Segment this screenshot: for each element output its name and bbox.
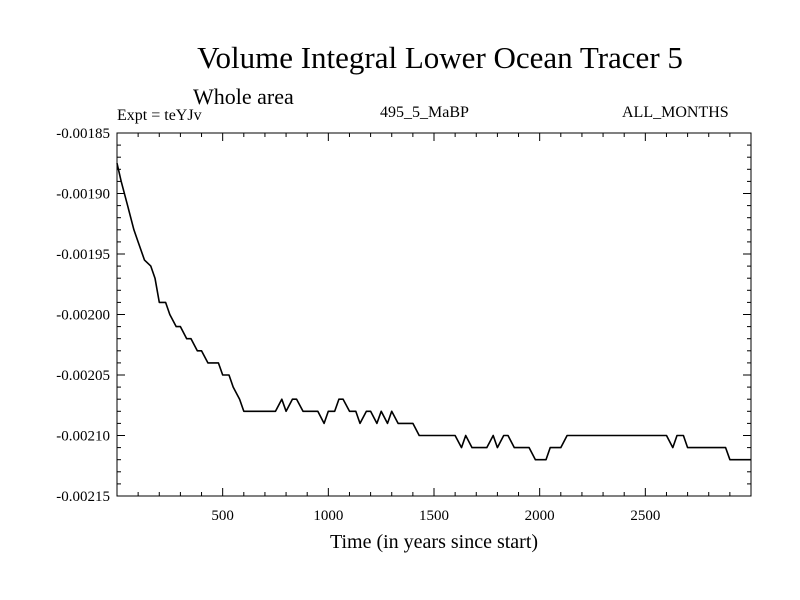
x-tick-label: 2000 <box>525 508 555 524</box>
series-line <box>116 163 751 461</box>
x-tick-label: 2500 <box>630 508 660 524</box>
y-tick-label: -0.00185 <box>56 126 110 142</box>
x-axis-label: Time (in years since start) <box>330 531 538 553</box>
period-label: 495_5_MaBP <box>380 104 469 121</box>
axis-ticks: 500 1000 1500 2000 2500 -0.00185 -0.00190 -0.00… <box>56 126 751 524</box>
y-tick-label: -0.00210 <box>56 429 110 445</box>
y-tick-label: -0.00190 <box>56 187 110 203</box>
y-tick-label: -0.00205 <box>56 368 110 384</box>
chart-subtitle: Whole area <box>193 84 294 109</box>
x-tick-label: 500 <box>211 508 234 524</box>
months-label: ALL_MONTHS <box>622 104 729 121</box>
experiment-label: Expt = teYJv <box>117 107 202 124</box>
chart-title: Volume Integral Lower Ocean Tracer 5 <box>197 40 683 75</box>
plot-frame <box>116 132 752 497</box>
y-tick-label: -0.00215 <box>56 489 110 505</box>
y-tick-label: -0.00195 <box>56 247 110 263</box>
data-series <box>116 163 751 461</box>
y-tick-label: -0.00200 <box>56 308 110 324</box>
x-tick-label: 1000 <box>313 508 343 524</box>
x-tick-label: 1500 <box>419 508 449 524</box>
